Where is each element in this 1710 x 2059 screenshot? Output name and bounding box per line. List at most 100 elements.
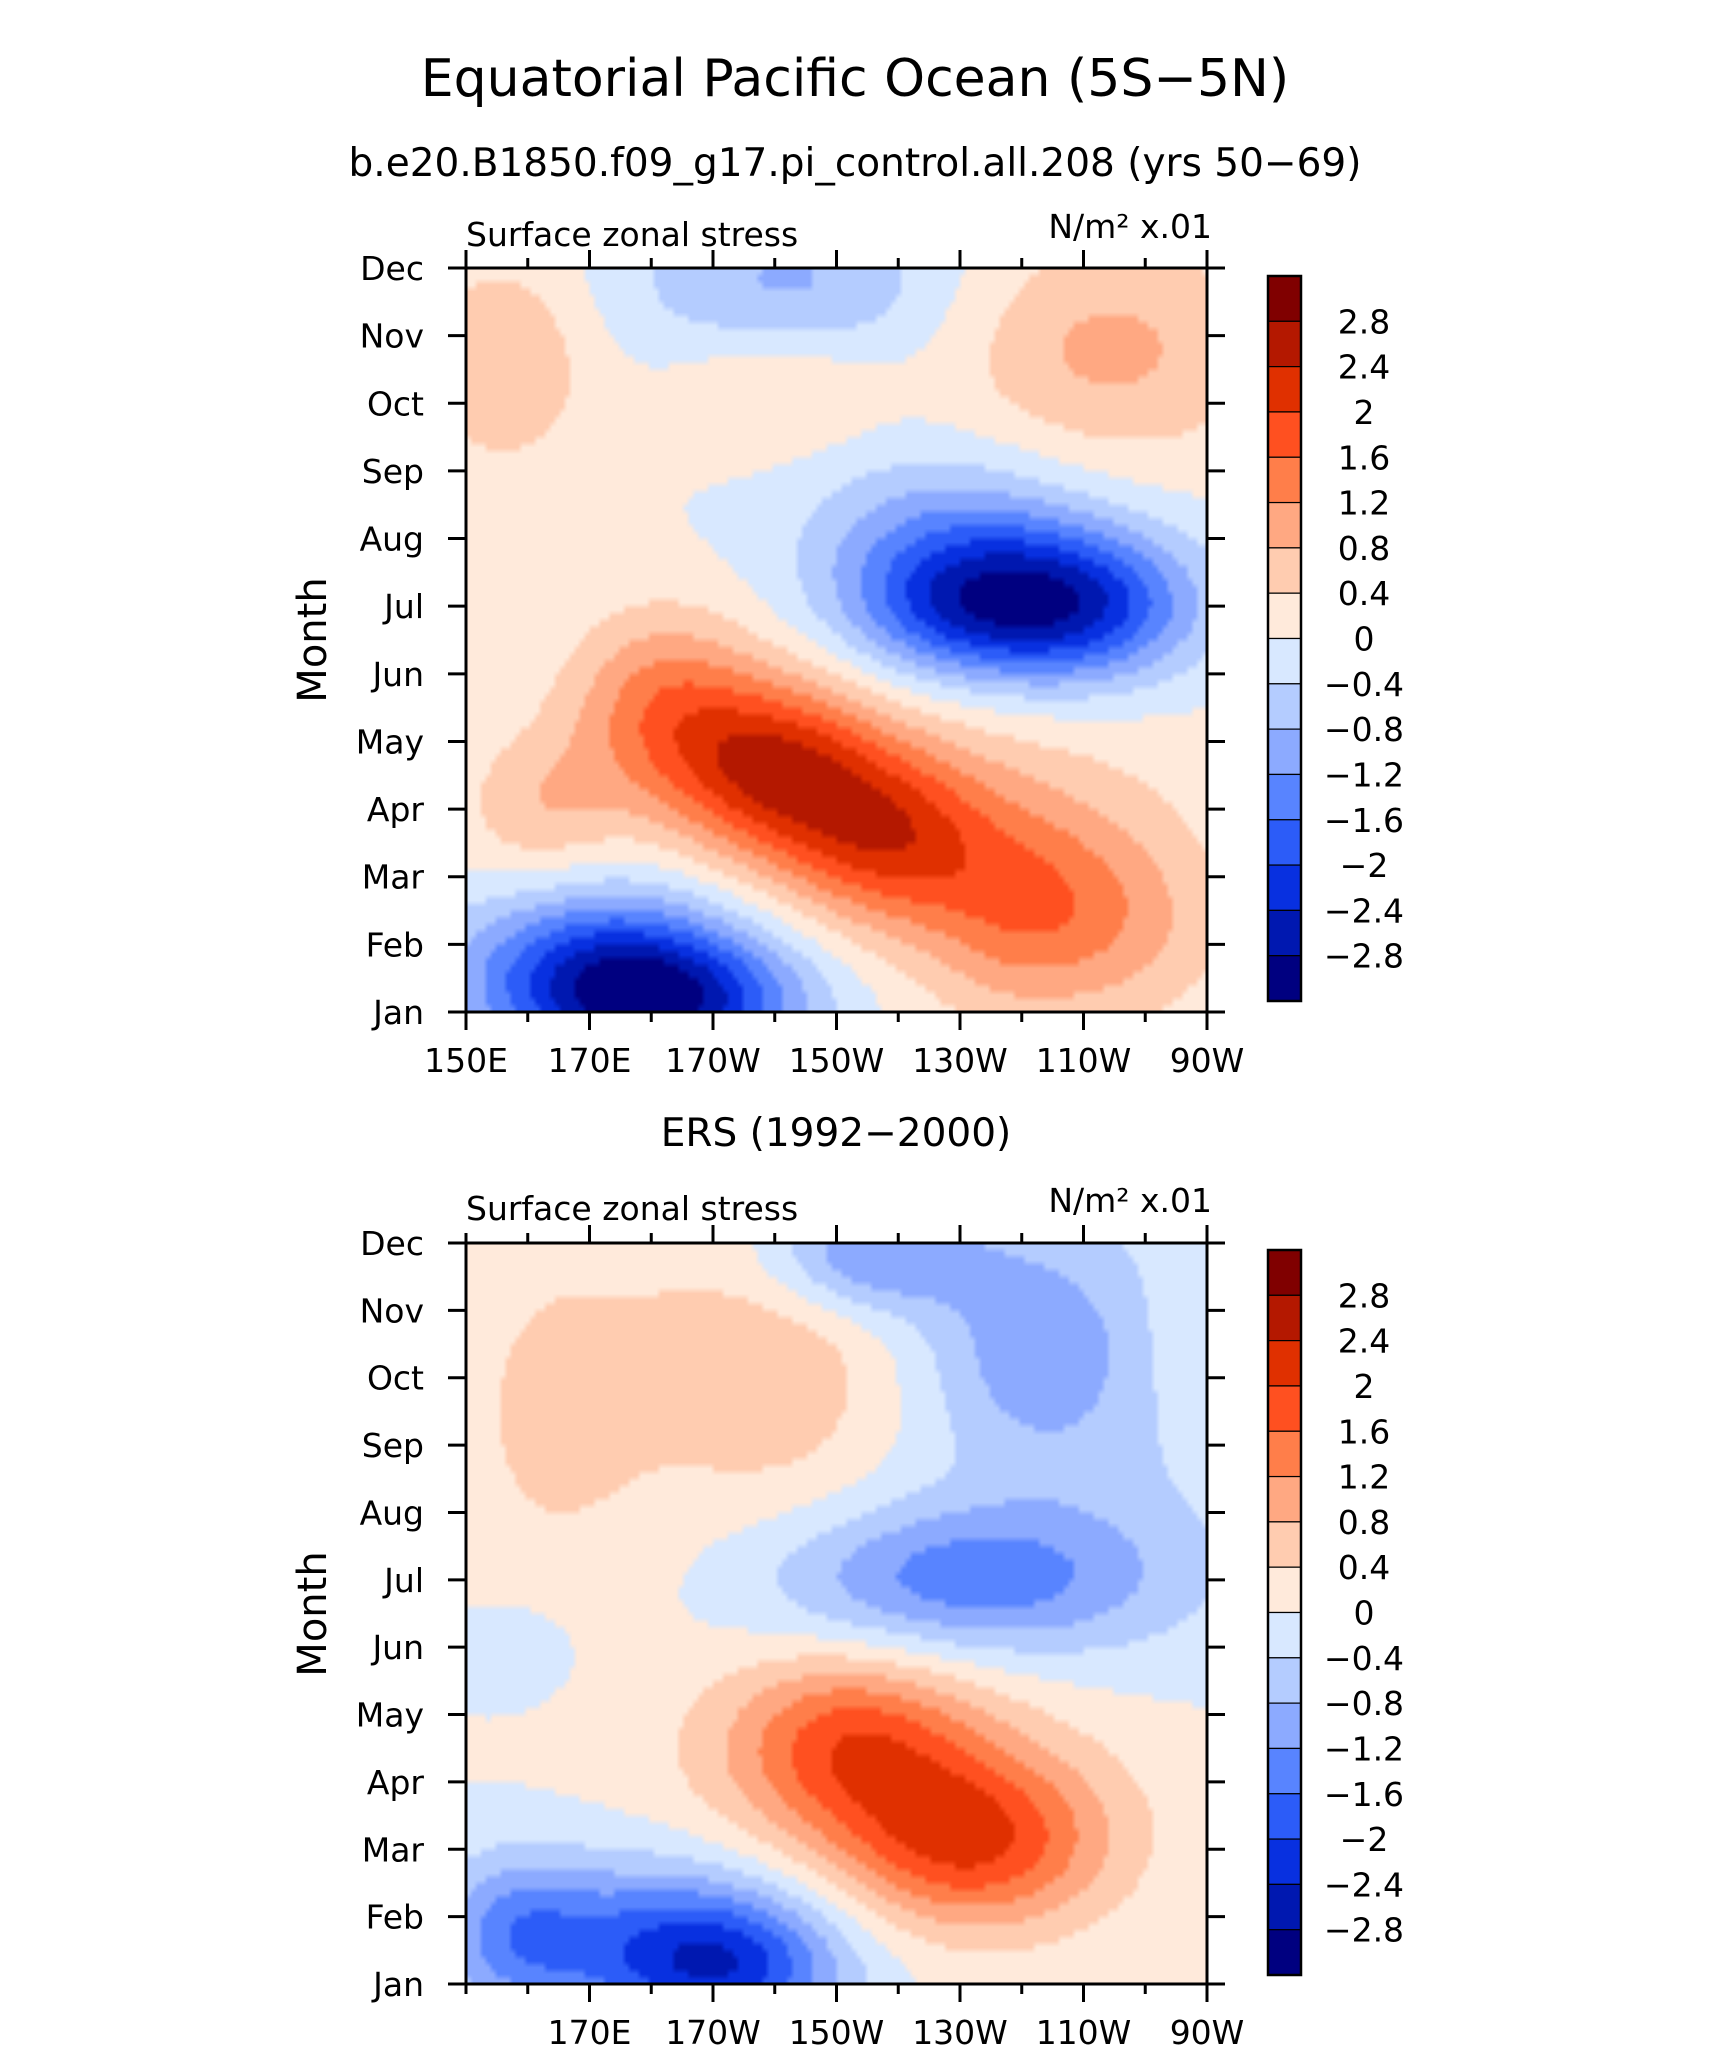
colorbar-model-frame <box>1266 274 1303 1003</box>
colorbar-ers: 2.8 2.4 2 1.6 1.2 0.8 0.4 0 −0.4 −0.8 −1.2 −1.6 −2 −2… <box>1266 1248 1404 1977</box>
panel-model-units-label: N/m² x.01 <box>1048 207 1212 246</box>
colorbar-model-label-10: −1.2 <box>1324 755 1404 794</box>
colorbar-model-swatch-7 <box>1267 592 1302 640</box>
panel-ers: ERS (1992−2000) Surface zonal stress N/m… <box>290 1111 1244 2052</box>
colorbar-model-swatch-1 <box>1267 320 1302 368</box>
colorbar-model-label-4: 1.2 <box>1338 484 1390 523</box>
panel-model-ytick-label-dec: Dec <box>360 249 424 288</box>
colorbar-model-label-14: −2.8 <box>1324 937 1404 976</box>
colorbar-ers-frame <box>1266 1248 1303 1977</box>
colorbar-ers-label-4: 1.2 <box>1338 1458 1390 1497</box>
colorbar-ers-swatch-8 <box>1267 1611 1302 1659</box>
panel-ers-ytick-label-sep: Sep <box>362 1426 424 1465</box>
colorbar-ers-swatch-13 <box>1267 1838 1302 1885</box>
colorbar-ers-label-6: 0.4 <box>1338 1548 1390 1587</box>
colorbar-model-swatch-11 <box>1267 773 1302 821</box>
panel-ers-ytick-label-mar: Mar <box>362 1830 425 1869</box>
colorbar-model-label-9: −0.8 <box>1324 710 1404 749</box>
colorbar-ers-label-3: 1.6 <box>1338 1412 1390 1451</box>
panel-model-ytick-label-apr: Apr <box>367 790 425 829</box>
panel-model-ytick-label-jul: Jul <box>382 587 424 626</box>
colorbar-ers-swatch-15 <box>1267 1929 1302 1976</box>
colorbar-model-swatch-9 <box>1267 683 1302 730</box>
colorbar-model-swatch-10 <box>1267 728 1302 776</box>
panel-model-contour-field <box>466 268 1207 1012</box>
figure-subtitle: b.e20.B1850.f09_g17.pi_control.all.208 (… <box>349 141 1362 186</box>
panel-model: Surface zonal stress N/m² x.01 Month Jan… <box>290 207 1244 1080</box>
colorbar-model-label-2: 2 <box>1354 393 1375 432</box>
colorbar-ers-label-14: −2.8 <box>1324 1911 1404 1950</box>
panel-ers-xtick-label-110w: 110W <box>1036 2013 1132 2052</box>
colorbar-ers-swatch-12 <box>1267 1793 1302 1840</box>
panel-model-xtick-label-90w: 90W <box>1170 1041 1245 1080</box>
panel-model-xtick-label-110w: 110W <box>1036 1041 1132 1080</box>
colorbar-model-swatch-13 <box>1267 864 1302 911</box>
colorbar-model-label-8: −0.4 <box>1324 665 1404 704</box>
colorbar-ers-label-8: −0.4 <box>1324 1639 1404 1678</box>
panel-model-xtick-label-170e: 170E <box>548 1041 632 1080</box>
panel-model-y-axis-label: Month <box>290 577 336 702</box>
colorbar-model-swatch-3 <box>1267 411 1302 458</box>
colorbar-model-label-0: 2.8 <box>1338 302 1390 341</box>
colorbar-model-label-5: 0.8 <box>1338 529 1390 568</box>
panel-ers-xtick-label-90w: 90W <box>1170 2013 1245 2052</box>
panel-ers-units-label: N/m² x.01 <box>1048 1181 1212 1220</box>
panel-ers-xtick-label-130w: 130W <box>912 2013 1008 2052</box>
colorbar-model: 2.8 2.4 2 1.6 1.2 0.8 0.4 0 −0.4 −0.8 −1.2 −1.6 −2 −2… <box>1266 274 1404 1003</box>
colorbar-model-label-6: 0.4 <box>1338 574 1390 613</box>
colorbar-ers-label-2: 2 <box>1354 1367 1375 1406</box>
colorbar-ers-swatch-0 <box>1267 1249 1302 1296</box>
colorbar-ers-label-11: −1.6 <box>1324 1775 1404 1814</box>
panel-ers-xtick-label-150w: 150W <box>789 2013 885 2052</box>
colorbar-model-swatch-4 <box>1267 456 1302 504</box>
panel-ers-ytick-label-feb: Feb <box>366 1898 424 1937</box>
colorbar-model-swatch-6 <box>1267 547 1302 594</box>
colorbar-ers-label-7: 0 <box>1354 1594 1375 1633</box>
colorbar-ers-label-10: −1.2 <box>1324 1729 1404 1768</box>
colorbar-model-label-13: −2.4 <box>1324 891 1404 930</box>
panel-ers-y-axis-label: Month <box>290 1551 336 1676</box>
colorbar-ers-swatch-2 <box>1267 1340 1302 1387</box>
colorbar-ers-label-1: 2.4 <box>1338 1322 1390 1361</box>
colorbar-ers-label-9: −0.8 <box>1324 1684 1404 1723</box>
panel-model-ytick-label-jan: Jan <box>371 993 424 1032</box>
panel-model-ytick-label-aug: Aug <box>360 520 424 559</box>
colorbar-ers-swatch-6 <box>1267 1521 1302 1568</box>
panel-model-xtick-label-130w: 130W <box>912 1041 1008 1080</box>
panel-ers-ytick-label-jul: Jul <box>382 1561 424 1600</box>
colorbar-model-swatch-5 <box>1267 501 1302 549</box>
panel-model-xtick-label-150e: 150E <box>424 1041 508 1080</box>
colorbar-model-label-11: −1.6 <box>1324 801 1404 840</box>
colorbar-model-swatch-0 <box>1267 275 1302 322</box>
panel-ers-contour-field <box>466 1243 1207 1984</box>
panel-ers-left-label: Surface zonal stress <box>466 1189 798 1228</box>
colorbar-model-label-1: 2.4 <box>1338 348 1390 387</box>
panel-model-ytick-label-feb: Feb <box>366 925 424 964</box>
colorbar-model-swatch-2 <box>1267 366 1302 413</box>
figure-title: Equatorial Pacific Ocean (5S−5N) <box>421 49 1289 109</box>
panel-model-left-label: Surface zonal stress <box>466 215 798 254</box>
colorbar-ers-label-13: −2.4 <box>1324 1865 1404 1904</box>
panel-ers-ytick-label-dec: Dec <box>360 1224 424 1263</box>
colorbar-ers-swatch-14 <box>1267 1883 1302 1931</box>
colorbar-ers-swatch-10 <box>1267 1702 1302 1750</box>
colorbar-ers-swatch-3 <box>1267 1385 1302 1432</box>
colorbar-ers-swatch-4 <box>1267 1430 1302 1478</box>
colorbar-ers-label-12: −2 <box>1340 1820 1389 1859</box>
colorbar-ers-swatch-1 <box>1267 1294 1302 1342</box>
panel-model-ytick-label-oct: Oct <box>367 384 424 423</box>
panel-ers-xtick-label-170e: 170E <box>548 2013 632 2052</box>
panel-ers-xtick-label-170w: 170W <box>665 2013 761 2052</box>
panel-model-ytick-label-jun: Jun <box>370 655 424 694</box>
colorbar-model-swatch-12 <box>1267 819 1302 866</box>
colorbar-model-label-7: 0 <box>1354 620 1375 659</box>
colorbar-ers-swatch-7 <box>1267 1566 1302 1614</box>
panel-model-ytick-label-sep: Sep <box>362 452 424 491</box>
colorbar-ers-label-0: 2.8 <box>1338 1276 1390 1315</box>
panel-ers-ytick-label-may: May <box>356 1696 424 1735</box>
panel-ers-title: ERS (1992−2000) <box>661 1111 1012 1156</box>
colorbar-ers-swatch-5 <box>1267 1475 1302 1523</box>
panel-model-ytick-label-mar: Mar <box>362 858 425 897</box>
colorbar-model-swatch-14 <box>1267 909 1302 957</box>
